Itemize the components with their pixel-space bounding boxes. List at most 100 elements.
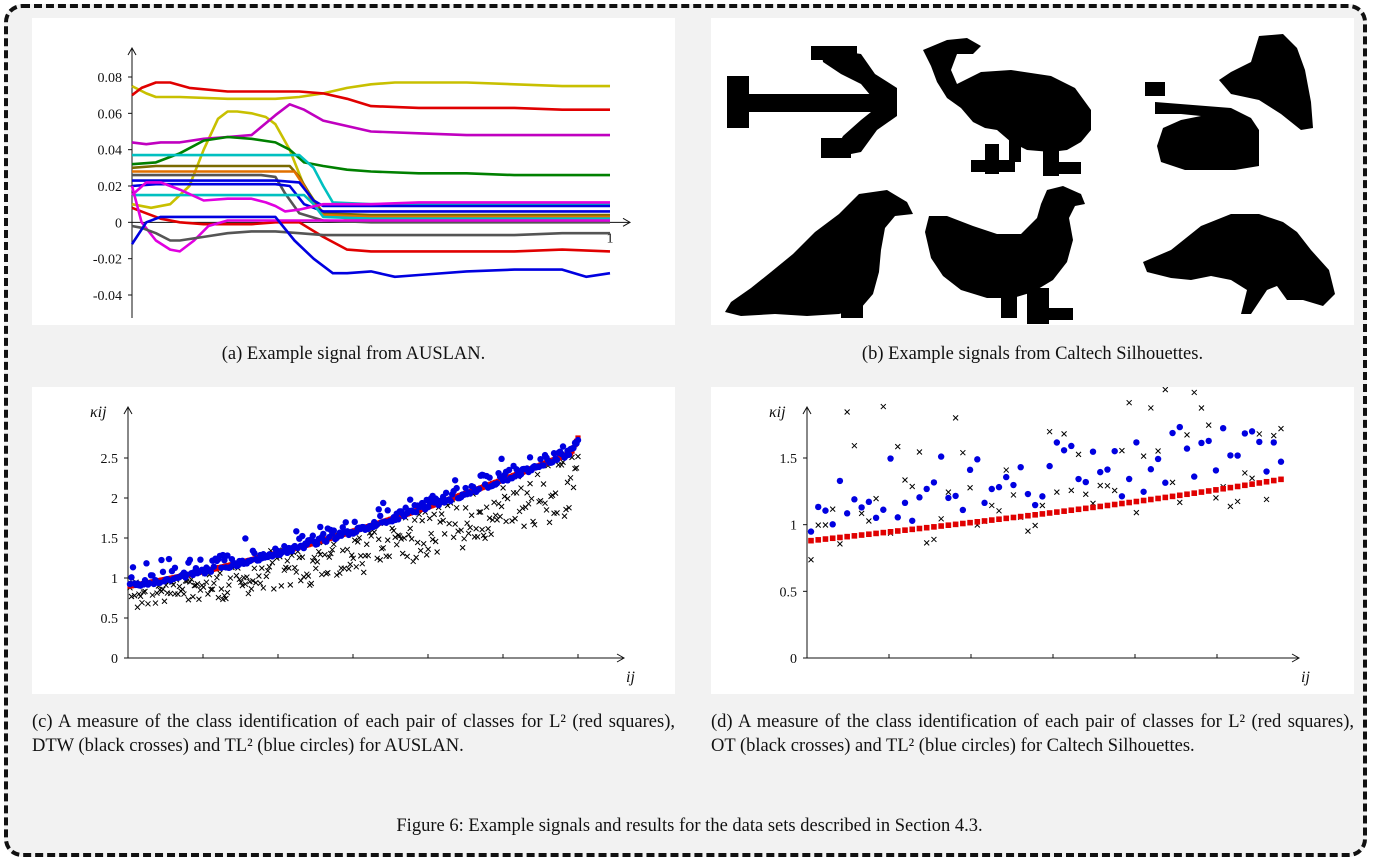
square-point — [844, 533, 850, 540]
cross-point — [244, 574, 250, 580]
circle-point — [952, 492, 959, 500]
series-line-10 — [131, 182, 610, 213]
cross-point — [374, 555, 381, 562]
caption-c-text: (c) A measure of the class identificatio… — [32, 712, 675, 756]
cross-point — [938, 515, 945, 522]
cross-point — [423, 552, 430, 558]
circle-point — [186, 556, 194, 564]
cross-point — [572, 465, 578, 472]
cross-point — [858, 510, 865, 517]
circle-point — [537, 455, 544, 463]
cross-point — [429, 536, 436, 543]
circle-point — [320, 530, 327, 538]
circle-point — [1024, 490, 1032, 498]
circle-point — [323, 538, 330, 545]
circle-point — [1227, 452, 1234, 459]
cross-point — [1061, 431, 1067, 437]
circle-point — [158, 556, 165, 564]
square-point — [1032, 512, 1038, 518]
series-line-1 — [131, 81, 610, 111]
cross-point — [371, 529, 378, 535]
square-point — [1191, 490, 1198, 496]
circles-series — [126, 436, 582, 589]
cross-point — [330, 541, 337, 548]
cross-point — [1155, 448, 1161, 454]
crosses-series — [808, 387, 1284, 563]
square-point — [1205, 488, 1212, 494]
cross-point — [988, 502, 995, 509]
cross-point — [525, 500, 532, 507]
cross-point — [467, 524, 473, 531]
series-line-14 — [130, 185, 610, 253]
square-point — [1140, 497, 1147, 504]
y-tick-label: 0 — [790, 652, 797, 667]
circle-point — [317, 523, 324, 531]
square-point — [1242, 482, 1248, 489]
circle-point — [945, 494, 952, 502]
cross-point — [291, 564, 298, 571]
cross-point — [305, 573, 312, 579]
cross-point — [909, 483, 916, 490]
cross-point — [465, 530, 472, 537]
circle-point — [242, 535, 249, 542]
circle-point — [843, 510, 851, 517]
cross-point — [1205, 422, 1212, 428]
cross-point — [140, 589, 147, 595]
cross-point — [489, 517, 496, 523]
circle-point — [858, 504, 865, 511]
cross-point — [419, 517, 426, 524]
square-point — [1054, 509, 1060, 515]
cross-point — [432, 538, 439, 545]
caption-d: (d) A measure of the class identificatio… — [711, 710, 1354, 758]
cross-point — [880, 403, 887, 410]
square-point — [837, 534, 843, 541]
y-tick-label: 2.5 — [101, 452, 119, 467]
circle-point — [1082, 478, 1089, 486]
cross-point — [483, 504, 490, 511]
cross-point — [425, 546, 432, 553]
circle-point — [330, 527, 337, 534]
circle-point — [342, 519, 349, 526]
circle-point — [894, 514, 901, 521]
cross-point — [317, 551, 324, 558]
cross-point — [360, 569, 367, 576]
cross-point — [1234, 498, 1241, 505]
cross-point — [149, 592, 156, 598]
square-point — [1046, 510, 1053, 516]
circle-point — [1277, 458, 1285, 465]
cross-point — [314, 559, 321, 565]
cross-point — [215, 594, 222, 601]
square-point — [815, 537, 822, 543]
cross-point — [1075, 451, 1082, 458]
cross-point — [1046, 428, 1053, 435]
square-point — [1039, 511, 1046, 517]
cross-point — [563, 506, 569, 513]
cross-point — [1256, 431, 1263, 437]
cross-point — [485, 525, 491, 532]
rooster-silhouette — [925, 186, 1085, 324]
cross-point — [476, 509, 482, 515]
fish-silhouette — [1143, 214, 1335, 314]
square-point — [1270, 477, 1277, 484]
cross-point — [196, 596, 202, 603]
circle-point — [574, 436, 582, 444]
cross-point — [326, 554, 333, 561]
y-tick-label: 1 — [790, 519, 797, 534]
y-tick-label: 2 — [111, 492, 118, 507]
cross-point — [480, 532, 487, 539]
cross-point — [269, 559, 276, 566]
y-tick-label: 1.5 — [780, 452, 798, 467]
cross-point — [815, 522, 822, 529]
series-line-11 — [132, 193, 610, 220]
cross-point — [477, 509, 484, 515]
bird-silhouette — [923, 38, 1091, 176]
square-point — [1082, 505, 1089, 512]
arrow-silhouette — [727, 46, 897, 158]
cross-point — [438, 511, 445, 517]
cross-point — [211, 580, 217, 587]
cross-point — [350, 555, 357, 562]
circle-point — [872, 514, 880, 522]
cross-point — [479, 526, 485, 533]
square-point — [822, 536, 829, 542]
cross-point — [459, 544, 466, 551]
